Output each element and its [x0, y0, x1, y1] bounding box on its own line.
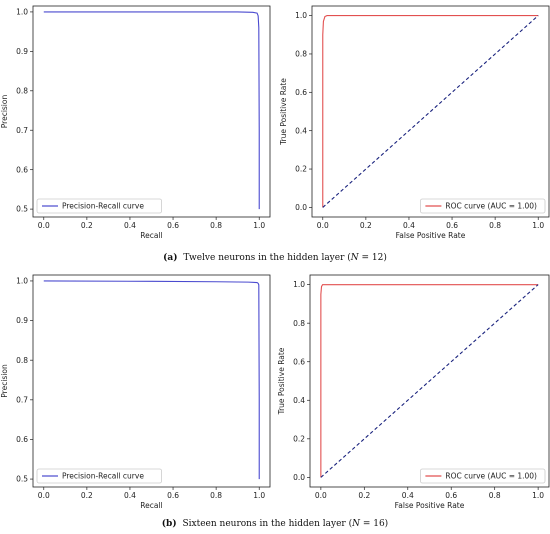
legend: Precision-Recall curve [36, 468, 162, 484]
legend: Precision-Recall curve [36, 198, 162, 214]
caption-b-var: N [351, 519, 361, 529]
plot-frame [32, 5, 271, 218]
legend-box [36, 468, 162, 484]
x-tick-label: 0.8 [210, 221, 222, 230]
x-tick-label: 0.2 [358, 491, 370, 500]
caption-a-var: N [350, 253, 360, 263]
x-tick-label: 0.0 [315, 491, 327, 500]
y-axis-label: True Positive Rate [277, 347, 286, 415]
x-axis-label: Recall [140, 231, 162, 240]
plot-frame [309, 274, 550, 488]
plots: 0.0 0.2 0.4 0.6 0.8 1.0 0.5 0.6 0.7 0.8 0.9 1.0 Reca… [0, 5, 550, 510]
x-tick-label: 0.4 [124, 491, 136, 500]
series-line [322, 15, 539, 208]
x-tick-label: 1.0 [532, 491, 544, 500]
x-tick-label: 1.0 [253, 491, 265, 500]
x-tick-label: 0.4 [403, 221, 415, 230]
legend-label: ROC curve (AUC = 1.00) [445, 202, 537, 211]
y-tick-label: 0.4 [295, 126, 307, 135]
legend-label: Precision-Recall curve [62, 202, 144, 211]
x-tick-label: 0.2 [360, 221, 372, 230]
x-tick-label: 0.8 [210, 491, 222, 500]
chart-b-roc: 0.0 0.2 0.4 0.6 0.8 1.0 0.0 0.2 0.4 0.6 0.8 1.0 Fals… [277, 274, 550, 510]
y-tick-label: 0.5 [16, 205, 28, 214]
y-tick-label: 0.6 [16, 435, 28, 444]
x-tick-label: 0.2 [81, 491, 93, 500]
y-tick-label: 0.5 [16, 475, 28, 484]
caption-a-text: Twelve neurons in the hidden layer ( [183, 252, 350, 263]
x-tick-label: 0.4 [402, 491, 414, 500]
y-axis-label: Precision [0, 95, 9, 129]
y-tick-label: 0.0 [295, 203, 307, 212]
plot-frame [32, 274, 271, 488]
y-tick-label: 0.8 [16, 86, 28, 95]
legend-box [419, 468, 546, 484]
y-axis-label: True Positive Rate [279, 78, 288, 146]
y-tick-label: 1.0 [293, 280, 305, 289]
y-tick-label: 1.0 [295, 11, 307, 20]
x-tick-label: 1.0 [253, 221, 265, 230]
x-tick-label: 0.2 [81, 221, 93, 230]
legend-box [36, 198, 162, 214]
series-line [320, 284, 539, 478]
x-tick-label: 0.6 [445, 491, 457, 500]
x-tick-label: 0.6 [167, 221, 179, 230]
caption-a: (a) Twelve neurons in the hidden layer (… [163, 252, 387, 263]
x-tick-label: 0.0 [317, 221, 329, 230]
legend-label: Precision-Recall curve [62, 472, 144, 481]
diagonal-reference-line [322, 15, 539, 208]
caption-b-text: Sixteen neurons in the hidden layer ( [182, 518, 352, 529]
y-tick-label: 0.4 [293, 396, 305, 405]
x-axis-label: Recall [140, 501, 162, 510]
series-line [43, 280, 260, 480]
legend: ROC curve (AUC = 1.00) [419, 198, 546, 214]
y-tick-label: 0.2 [293, 434, 305, 443]
y-tick-label: 0.7 [16, 126, 28, 135]
y-tick-label: 0.9 [16, 316, 28, 325]
y-tick-label: 0.6 [293, 357, 305, 366]
caption-b: (b) Sixteen neurons in the hidden layer … [162, 518, 388, 529]
y-tick-label: 0.9 [16, 47, 28, 56]
y-tick-label: 1.0 [16, 277, 28, 286]
y-tick-label: 0.0 [293, 473, 305, 482]
y-tick-label: 0.7 [16, 395, 28, 404]
caption-a-letter: (a) [163, 252, 177, 263]
caption-b-rest: = 16) [360, 518, 388, 529]
y-axis-label: Precision [0, 364, 9, 398]
chart-a-roc: 0.0 0.2 0.4 0.6 0.8 1.0 0.0 0.2 0.4 0.6 0.8 1.0 Fals… [279, 5, 550, 240]
series-line [43, 11, 260, 210]
legend-label: ROC curve (AUC = 1.00) [445, 472, 537, 481]
y-tick-label: 0.8 [16, 356, 28, 365]
x-tick-label: 0.0 [38, 221, 50, 230]
legend: ROC curve (AUC = 1.00) [419, 468, 546, 484]
y-tick-label: 0.2 [295, 165, 307, 174]
y-tick-label: 0.6 [295, 88, 307, 97]
caption-a-rest: = 12) [359, 252, 387, 263]
x-tick-label: 0.4 [124, 221, 136, 230]
y-tick-label: 1.0 [16, 8, 28, 17]
x-tick-label: 0.6 [446, 221, 458, 230]
y-tick-label: 0.6 [16, 165, 28, 174]
x-tick-label: 0.0 [38, 491, 50, 500]
x-axis-label: False Positive Rate [396, 231, 466, 240]
x-tick-label: 0.8 [489, 221, 501, 230]
diagonal-reference-line [320, 284, 539, 478]
plot-frame [311, 5, 550, 218]
legend-box [419, 198, 546, 214]
caption-b-letter: (b) [162, 518, 177, 529]
x-tick-label: 1.0 [532, 221, 544, 230]
chart-a-pr: 0.0 0.2 0.4 0.6 0.8 1.0 0.5 0.6 0.7 0.8 0.9 1.0 Reca… [0, 5, 271, 240]
y-tick-label: 0.8 [295, 50, 307, 59]
x-tick-label: 0.6 [167, 491, 179, 500]
x-axis-label: False Positive Rate [395, 501, 465, 510]
y-tick-label: 0.8 [293, 319, 305, 328]
x-tick-label: 0.8 [489, 491, 501, 500]
chart-b-pr: 0.0 0.2 0.4 0.6 0.8 1.0 0.5 0.6 0.7 0.8 0.9 1.0 Reca… [0, 274, 271, 510]
